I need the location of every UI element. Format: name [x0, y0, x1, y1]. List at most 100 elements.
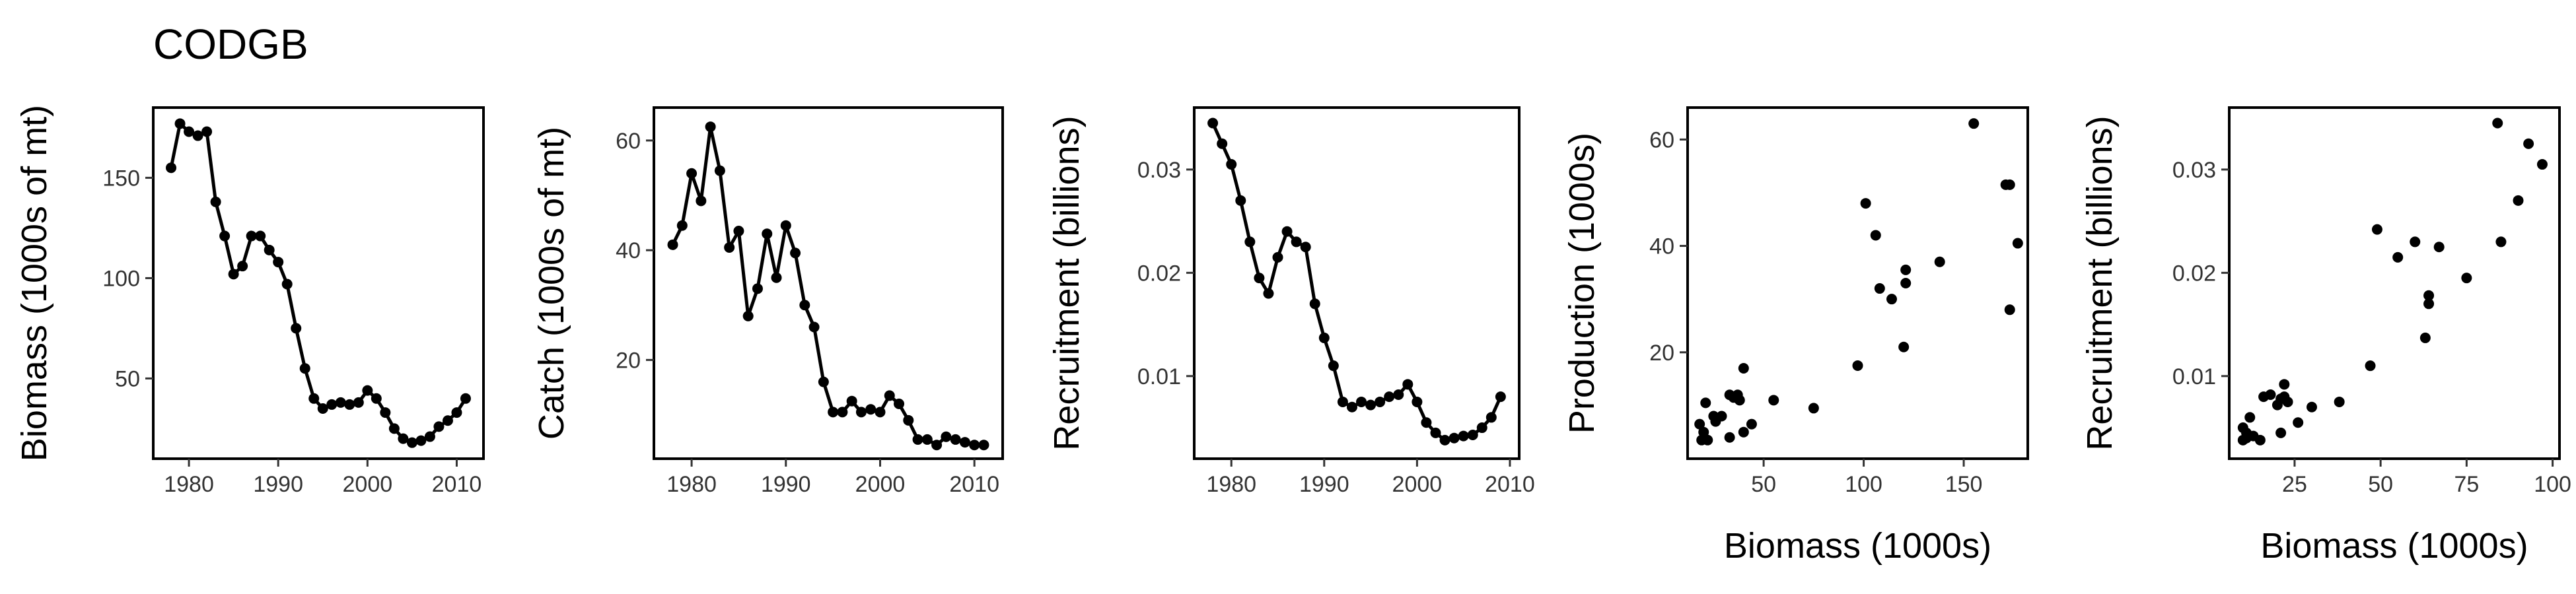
data-point [733, 226, 744, 237]
x-tick-label: 1990 [761, 472, 811, 497]
data-point [184, 126, 195, 137]
y-axis-title: Biomass (1000s of mt) [15, 105, 54, 461]
x-tick-label: 50 [1751, 472, 1776, 497]
data-point [1430, 427, 1441, 438]
data-point [406, 437, 417, 448]
x-tick-label: 1980 [164, 472, 214, 497]
data-point [2461, 273, 2472, 284]
data-point [2307, 401, 2317, 412]
series-line [671, 125, 984, 447]
data-point [210, 196, 221, 207]
x-tick-label: 50 [2368, 472, 2393, 497]
data-point [1449, 432, 1460, 444]
data-point [219, 230, 231, 242]
x-tick-label: 1990 [1299, 472, 1349, 497]
plot-frame [152, 106, 485, 460]
x-tick-label: 2000 [343, 472, 393, 497]
y-tick-label: 0.01 [1137, 364, 1181, 389]
data-point [380, 407, 391, 418]
data-point [398, 433, 409, 444]
data-point [884, 390, 895, 401]
data-point [246, 230, 257, 242]
data-point [2392, 251, 2404, 263]
data-point [299, 363, 310, 374]
data-point [2410, 236, 2421, 248]
data-point [686, 168, 698, 179]
y-axis-title: Recruitment (billions) [2080, 116, 2120, 450]
data-point [1291, 236, 1302, 248]
plot-frame [2228, 106, 2561, 460]
data-point [912, 434, 923, 445]
data-point [1467, 430, 1478, 441]
data-point [1702, 434, 1713, 446]
x-tick-label: 75 [2454, 472, 2479, 497]
y-tick-label: 20 [1649, 341, 1674, 366]
data-point [2495, 236, 2507, 248]
data-point [201, 126, 213, 137]
data-point [667, 239, 678, 250]
data-point [1886, 294, 1897, 305]
data-point [362, 385, 373, 396]
data-point [978, 440, 989, 451]
y-tick-label: 60 [1649, 127, 1674, 152]
data-point [742, 310, 754, 321]
panel-5: 25 50 75 100 0.01 0.02 0.03 Recruitment (billio… [2080, 106, 2571, 566]
data-point [433, 421, 445, 432]
data-point [166, 162, 177, 174]
data-point [415, 435, 427, 446]
data-point [1309, 298, 1320, 310]
data-point [969, 440, 980, 451]
panel-2: 1980 1990 2000 2010 20 40 60 Catch (1000s of mt… [532, 106, 1004, 497]
data-point [771, 272, 782, 283]
y-tick-label: 100 [102, 266, 140, 291]
data-point [326, 399, 338, 410]
data-point [273, 257, 284, 268]
data-point [1808, 403, 1819, 414]
x-tick-label: 1980 [1206, 472, 1256, 497]
y-tick-label: 0.02 [2172, 261, 2216, 286]
data-point [875, 407, 886, 418]
data-point [1281, 226, 1293, 237]
y-axis-title: Recruitment (billions) [1047, 116, 1087, 450]
data-point [1337, 396, 1348, 407]
data-point [1346, 401, 1357, 412]
y-tick-label: 0.02 [1137, 261, 1181, 286]
y-tick-label: 20 [616, 348, 641, 373]
y-tick-label: 50 [115, 366, 140, 391]
data-point [696, 195, 707, 207]
data-point [451, 407, 462, 418]
data-point [1207, 117, 1219, 129]
data-point [1738, 426, 1749, 438]
data-point [931, 440, 943, 451]
plot-frame [1193, 106, 1521, 460]
data-point [2012, 238, 2023, 249]
data-point [371, 393, 382, 404]
data-point [846, 395, 857, 407]
data-point [714, 165, 725, 176]
data-point [2365, 360, 2376, 372]
data-point [317, 403, 328, 414]
data-point [1694, 418, 1705, 430]
data-point [1263, 288, 1274, 299]
panel-3: 1980 1990 2000 2010 0.01 0.02 0.03 Recruitment … [1047, 106, 1535, 497]
data-point [237, 261, 248, 272]
y-tick-label: 0.01 [2172, 364, 2216, 389]
panel-1: 1980 1990 2000 2010 50 100 150 Biomass (1000s o… [15, 105, 485, 497]
data-point [780, 220, 791, 231]
plot-frame [1686, 106, 2029, 460]
data-point [291, 323, 302, 334]
data-point [353, 397, 364, 408]
data-point [1421, 417, 1432, 428]
data-point [1328, 360, 1339, 372]
data-point [1384, 391, 1395, 403]
data-point [2272, 399, 2283, 411]
data-point [2334, 396, 2345, 407]
data-point [1732, 392, 1743, 403]
data-point [1724, 432, 1735, 443]
data-point [2244, 412, 2256, 423]
data-point [1254, 273, 1265, 284]
data-point [2237, 434, 2248, 446]
y-tick-label: 150 [102, 166, 140, 191]
data-point [2536, 159, 2548, 170]
data-point [2433, 242, 2445, 253]
